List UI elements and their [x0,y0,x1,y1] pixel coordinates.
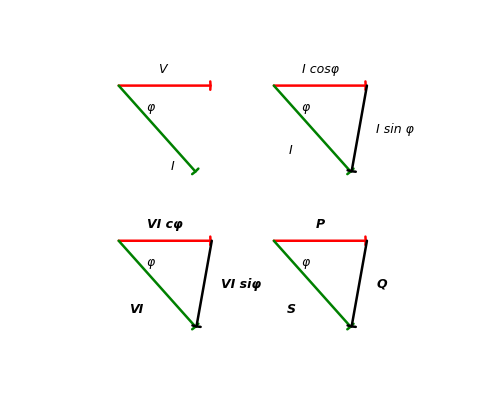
Text: Q: Q [376,278,387,291]
Text: I: I [171,160,175,173]
Text: φ: φ [302,101,310,114]
Text: φ: φ [302,256,310,269]
Text: VI: VI [128,303,143,316]
Text: φ: φ [146,256,155,269]
Text: S: S [286,303,295,316]
Text: I cosφ: I cosφ [302,63,339,76]
Text: I: I [289,144,293,157]
Text: φ: φ [146,101,155,114]
Text: VI cφ: VI cφ [147,218,183,231]
Text: VI siφ: VI siφ [221,278,261,291]
Text: I sin φ: I sin φ [376,123,414,135]
Text: P: P [316,218,325,231]
Text: V: V [158,63,166,76]
